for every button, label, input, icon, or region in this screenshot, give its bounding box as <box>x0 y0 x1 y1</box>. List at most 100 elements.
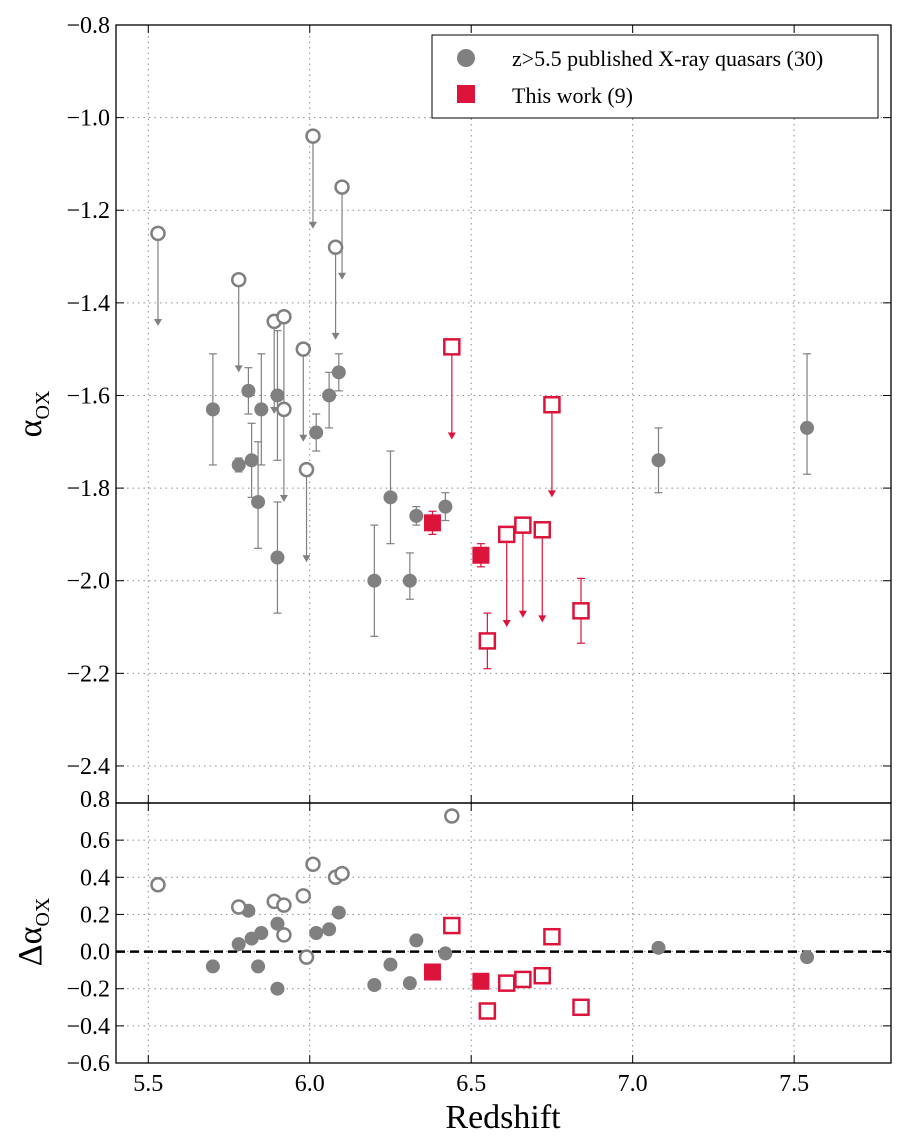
legend-label-published: z>5.5 published X-ray quasars (30) <box>512 46 823 71</box>
data-point <box>497 525 516 544</box>
bottom-panel-y-tick-labels: 0.6 0.4 0.2 0.0 −0.2 −0.4 −0.6 0.8 <box>66 787 110 1077</box>
bottom-y-axis-title: ΔαOX <box>12 897 54 966</box>
data-point <box>543 395 561 414</box>
data-point <box>533 966 551 985</box>
bottom-y-axis-title-main: Δα <box>12 926 49 966</box>
data-point <box>402 976 417 991</box>
data-point <box>150 876 166 893</box>
error-bar <box>803 353 812 475</box>
top-ytick-label: −0.8 <box>66 13 110 39</box>
top-ytick-label: −2.0 <box>66 569 110 595</box>
xtick-label: 7.5 <box>779 1071 809 1097</box>
data-point <box>443 916 461 935</box>
data-point <box>270 550 285 565</box>
data-point <box>276 927 292 943</box>
data-point <box>651 940 666 955</box>
top-panel-ticks <box>116 24 891 803</box>
bottom-ytick-label: −0.2 <box>66 977 110 1003</box>
legend: z>5.5 published X-ray quasars (30) This … <box>431 34 879 119</box>
top-ytick-label: −1.6 <box>66 383 110 409</box>
xtick-label: 6.5 <box>456 1071 486 1097</box>
data-point <box>443 338 461 356</box>
data-point <box>322 922 337 937</box>
bottom-ytick-label: 0.6 <box>80 828 110 854</box>
data-point <box>423 963 441 981</box>
data-point <box>150 225 166 242</box>
data-point <box>383 490 398 505</box>
legend-marker-this-work <box>457 85 475 103</box>
top-ytick-label: −1.0 <box>66 106 110 132</box>
xtick-label: 7.0 <box>618 1071 648 1097</box>
data-point <box>444 808 460 824</box>
data-point <box>276 309 292 325</box>
data-point <box>270 981 285 996</box>
data-point <box>572 998 590 1017</box>
data-point <box>251 494 266 509</box>
data-point <box>478 1002 497 1020</box>
data-point <box>270 916 285 931</box>
data-point <box>305 128 321 144</box>
data-point <box>331 365 346 380</box>
data-point <box>800 950 815 965</box>
x-axis-title: Redshift <box>445 1099 561 1136</box>
data-point <box>309 425 324 440</box>
top-ytick-label: −1.2 <box>66 198 110 224</box>
top-ytick-label: −2.4 <box>66 754 110 780</box>
bottom-y-axis-title-sub: OX <box>32 897 54 926</box>
data-point <box>231 937 246 952</box>
data-point <box>472 972 490 990</box>
data-point <box>305 856 321 873</box>
data-point <box>331 905 346 920</box>
bottom-ytick-label: −0.6 <box>66 1051 110 1077</box>
top-ytick-label: −2.2 <box>66 661 110 687</box>
data-point <box>572 602 590 620</box>
top-ytick-label: −1.4 <box>66 291 110 317</box>
data-point <box>367 573 382 588</box>
data-point <box>533 521 551 539</box>
data-point <box>800 420 815 435</box>
data-point <box>383 957 398 972</box>
data-point <box>367 978 382 992</box>
xtick-label: 5.5 <box>133 1071 163 1097</box>
data-point <box>514 970 532 989</box>
data-point <box>276 897 292 913</box>
top-y-axis-title-sub: OX <box>32 390 54 419</box>
data-point <box>205 402 220 417</box>
data-point <box>497 974 516 992</box>
top-ytick-label: −1.8 <box>66 476 110 502</box>
data-point <box>543 927 561 946</box>
data-point <box>423 514 441 532</box>
data-point <box>251 959 266 974</box>
data-point <box>276 401 292 418</box>
data-point <box>230 899 247 915</box>
data-point <box>478 632 497 650</box>
data-point <box>254 926 269 940</box>
bottom-ytick-label: 0.4 <box>80 865 110 891</box>
data-point <box>402 573 417 588</box>
xtick-label: 6.0 <box>295 1071 325 1097</box>
data-point <box>295 341 312 357</box>
data-point <box>322 388 337 403</box>
data-point <box>230 271 247 288</box>
data-point <box>241 383 256 398</box>
bottom-ytick-label: −0.4 <box>66 1014 110 1040</box>
data-point <box>254 402 269 417</box>
bottom-panel-frame <box>115 802 892 1064</box>
bottom-ytick-label: 0.8 <box>80 787 110 813</box>
x-tick-labels: 5.5 6.0 6.5 7.0 7.5 <box>133 1071 809 1097</box>
data-point <box>231 457 246 472</box>
bottom-ytick-label: 0.2 <box>80 902 110 928</box>
data-point <box>244 453 259 468</box>
top-panel-y-tick-labels: −0.8 −1.0 −1.2 −1.4 −1.6 −1.8 −2.0 −2.2 −2.4 <box>66 13 110 780</box>
legend-box <box>431 34 879 119</box>
data-point <box>334 179 350 195</box>
legend-marker-published <box>457 49 475 67</box>
data-point <box>327 239 344 256</box>
data-point <box>205 959 220 974</box>
data-point <box>472 546 490 564</box>
data-point <box>438 946 453 961</box>
data-point <box>409 508 424 523</box>
data-point <box>651 453 666 468</box>
